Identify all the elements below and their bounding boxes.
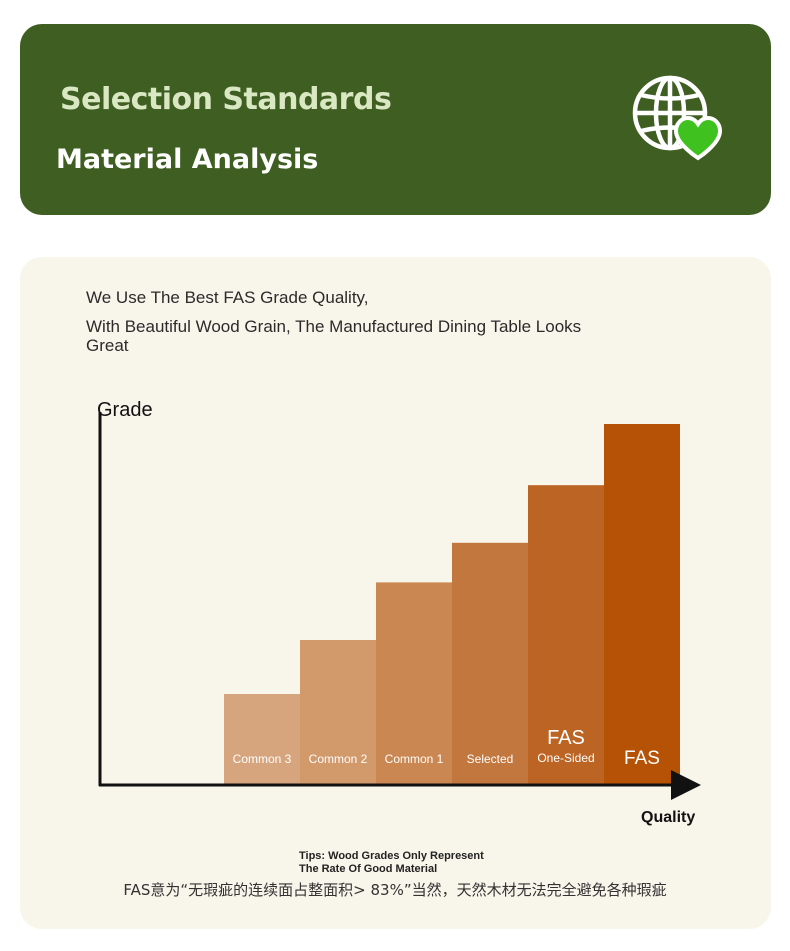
- intro-line-2: With Beautiful Wood Grain, The Manufactu…: [86, 317, 582, 355]
- x-axis-label: Quality: [641, 809, 696, 826]
- header-subtitle: Material Analysis: [56, 144, 319, 175]
- bar-4: [452, 542, 528, 784]
- bar-label-5-line-1: FAS: [547, 727, 585, 749]
- bar-5: [528, 485, 604, 784]
- footnote: FAS意为“无瑕疵的连续面占整面积> 83%”当然，天然木材无法完全避免各种瑕疵: [123, 881, 667, 899]
- y-axis-label: Grade: [97, 399, 153, 421]
- globe-heart-icon: [632, 75, 723, 161]
- tips-line-1: Tips: Wood Grades Only Represent: [299, 850, 484, 862]
- bar-label-6: FAS: [624, 748, 660, 769]
- bar-label-3: Common 1: [385, 752, 444, 766]
- bar-3: [376, 582, 452, 784]
- bar-label-4: Selected: [467, 752, 514, 766]
- intro-line-1: We Use The Best FAS Grade Quality,: [86, 288, 369, 307]
- header-banner: Selection Standards Material Analysis: [20, 24, 771, 215]
- bar-label-2: Common 2: [309, 752, 368, 766]
- intro-text: We Use The Best FAS Grade Quality, With …: [86, 288, 606, 355]
- bar-2: [300, 640, 376, 784]
- bar-1: [224, 694, 300, 784]
- bar-6: [604, 424, 680, 784]
- bar-label-1: Common 3: [233, 752, 292, 766]
- tips-text: Tips: Wood Grades Only Represent The Rat…: [299, 850, 484, 876]
- bar-label-5-line-2: One-Sided: [537, 751, 594, 765]
- tips-line-2: The Rate Of Good Material: [299, 863, 438, 875]
- header-title: Selection Standards: [60, 82, 392, 117]
